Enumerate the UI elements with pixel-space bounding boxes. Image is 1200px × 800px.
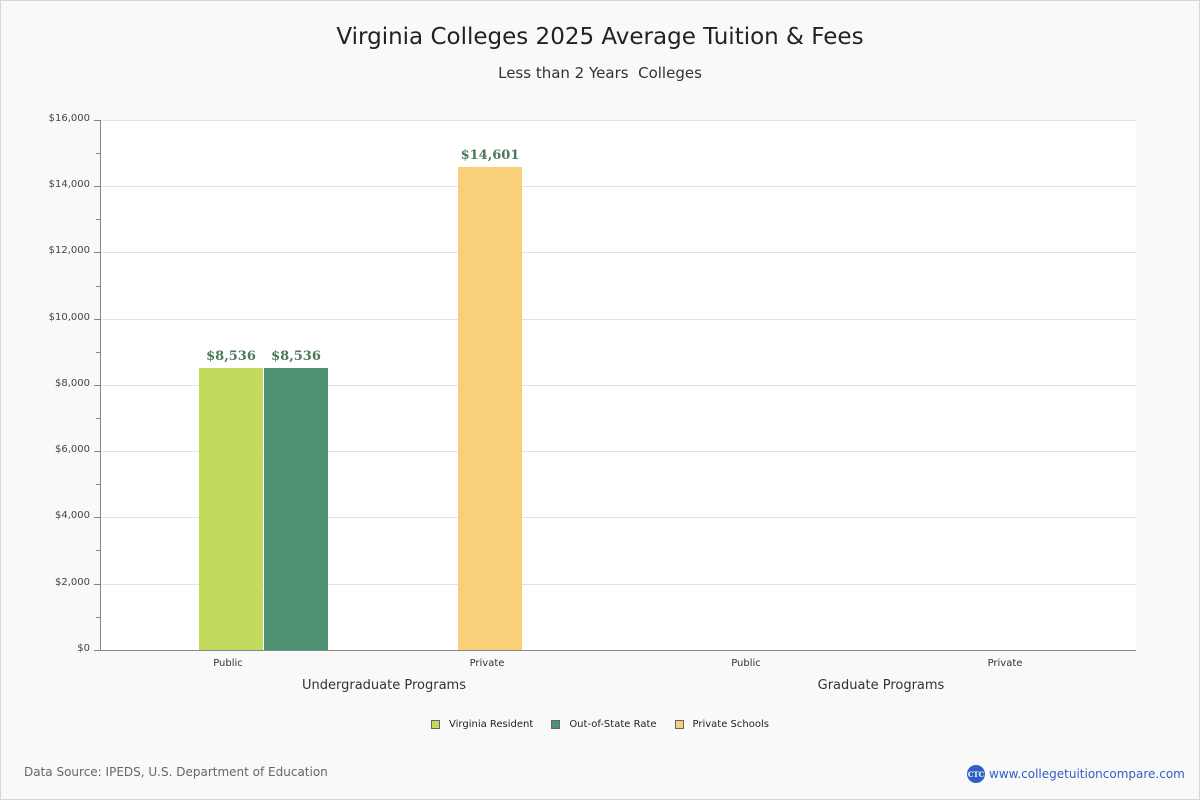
x-tick-label: Public (731, 658, 761, 669)
x-tick-label: Private (469, 658, 505, 669)
chart-subtitle: Less than 2 Years Colleges (498, 64, 702, 82)
y-tick (94, 650, 100, 651)
legend-item-private-schools[interactable]: Private Schools (674, 719, 769, 730)
y-tick-label: $10,000 (48, 312, 90, 323)
y-tick (94, 451, 100, 452)
y-minor-tick (96, 153, 100, 154)
y-tick (94, 584, 100, 585)
y-minor-tick (96, 484, 100, 485)
y-tick-label: $0 (77, 643, 90, 654)
gridline (100, 186, 1136, 187)
value-label: $14,601 (460, 148, 520, 163)
gridline (100, 385, 1136, 386)
gridline (100, 252, 1136, 253)
y-minor-tick (96, 418, 100, 419)
gridline (100, 319, 1136, 320)
y-minor-tick (96, 286, 100, 287)
y-minor-tick (96, 352, 100, 353)
brand-link[interactable]: CTC www.collegetuitioncompare.com (967, 765, 1185, 783)
y-tick (94, 385, 100, 386)
bar-ug-private-schools[interactable] (458, 167, 522, 650)
legend-swatch-icon (431, 720, 441, 729)
y-minor-tick (96, 550, 100, 551)
y-tick-label: $6,000 (55, 444, 90, 455)
data-source: Data Source: IPEDS, U.S. Department of E… (24, 765, 328, 779)
gridline (100, 120, 1136, 121)
y-tick-label: $16,000 (48, 113, 90, 124)
gridline (100, 517, 1136, 518)
y-minor-tick (96, 617, 100, 618)
y-tick (94, 319, 100, 320)
y-tick-label: $2,000 (55, 577, 90, 588)
y-tick-label: $12,000 (48, 245, 90, 256)
ctc-logo-icon: CTC (967, 765, 985, 783)
gridline (100, 584, 1136, 585)
bar-ug-public-out-of-state[interactable] (264, 368, 328, 650)
y-tick (94, 186, 100, 187)
y-tick (94, 517, 100, 518)
y-tick (94, 120, 100, 121)
value-label: $8,536 (271, 349, 321, 364)
x-tick-label: Private (987, 658, 1023, 669)
y-tick (94, 252, 100, 253)
brand-url: www.collegetuitioncompare.com (989, 767, 1185, 781)
legend-label: Out-of-State Rate (569, 719, 657, 730)
legend-item-virginia-resident[interactable]: Virginia Resident (431, 719, 533, 730)
group-label-graduate: Graduate Programs (817, 678, 945, 693)
y-axis (100, 120, 101, 651)
gridline (100, 451, 1136, 452)
y-minor-tick (96, 219, 100, 220)
legend: Virginia Resident Out-of-State Rate Priv… (0, 719, 1200, 730)
y-tick-label: $8,000 (55, 378, 90, 389)
y-tick-label: $4,000 (55, 510, 90, 521)
value-label: $8,536 (206, 349, 256, 364)
y-tick-label: $14,000 (48, 179, 90, 190)
bar-ug-public-virginia-resident[interactable] (199, 368, 263, 650)
group-label-undergraduate: Undergraduate Programs (302, 678, 466, 693)
legend-item-out-of-state[interactable]: Out-of-State Rate (551, 719, 657, 730)
legend-swatch-icon (551, 720, 561, 729)
x-tick-label: Public (213, 658, 243, 669)
legend-swatch-icon (674, 720, 684, 729)
x-axis (100, 650, 1136, 651)
legend-label: Private Schools (692, 719, 769, 730)
legend-label: Virginia Resident (449, 719, 534, 730)
chart-title: Virginia Colleges 2025 Average Tuition &… (336, 24, 864, 50)
